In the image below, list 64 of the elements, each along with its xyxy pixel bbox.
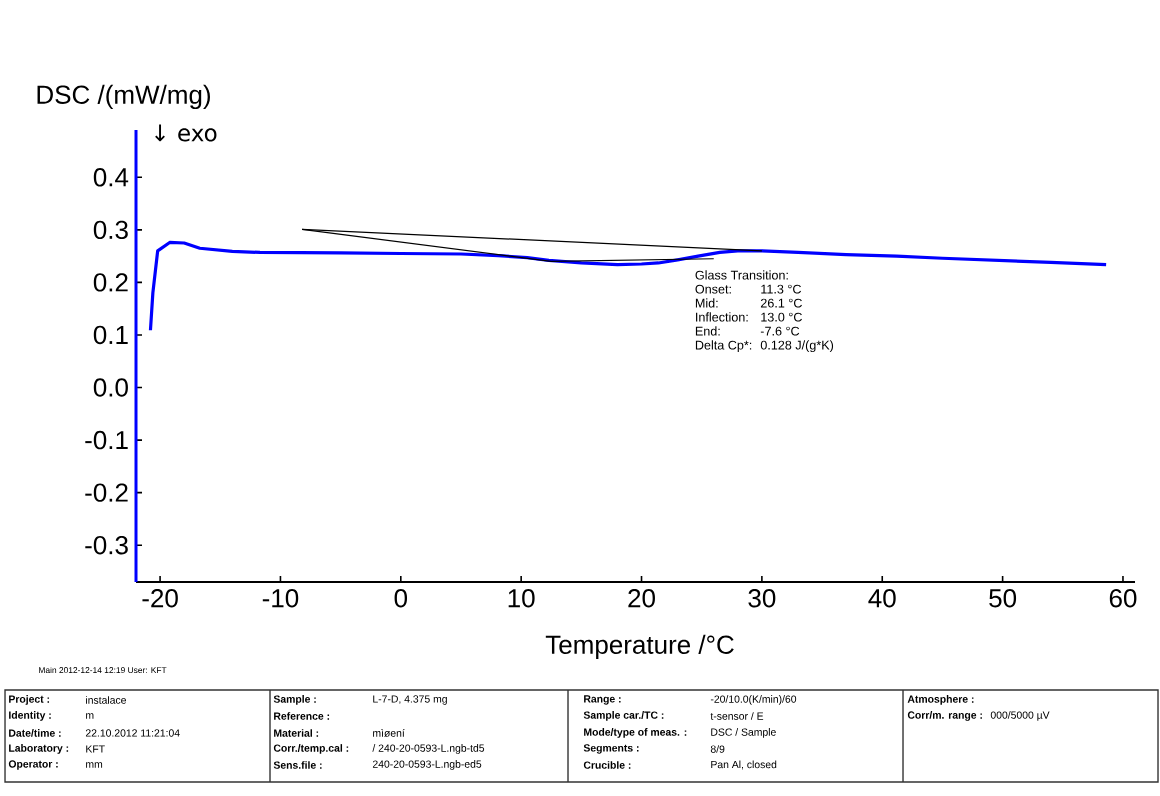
annotation: ↓ exo: [155, 124, 217, 142]
y-tick-label: 0.1: [93, 325, 128, 345]
text: Segments :: [583, 744, 639, 754]
text: Reference :: [274, 712, 330, 720]
text: 000/5000 µV: [990, 711, 1050, 721]
annotation: Onset:: [695, 284, 731, 294]
x-tick-label: -20: [142, 589, 178, 608]
y-tick-label: -0.2: [85, 483, 128, 502]
y-tick-label: 0.2: [93, 273, 128, 292]
x-tick-label: 10: [508, 589, 535, 608]
x-tick-label: 30: [748, 589, 776, 608]
x-tick-label: 40: [868, 589, 896, 608]
text: Sample car./TC :: [583, 711, 664, 721]
text: Range :: [584, 695, 621, 705]
text: Date/time :: [9, 729, 61, 737]
x-tick-label: 0: [394, 589, 408, 608]
x-axis-title: Temperature /°C: [545, 634, 734, 660]
annotation: 13.0 °C: [761, 312, 802, 322]
text: Sens.file :: [273, 761, 322, 769]
y-tick-label: -0.3: [85, 535, 128, 555]
text: / 240-20-0593-L.ngb-td5: [372, 744, 485, 754]
annotation: Mid:: [695, 298, 718, 308]
y-tick-label: -0.1: [85, 430, 128, 450]
text: Main 2012-12-14 12:19 User: KFT: [39, 666, 167, 674]
text: instalace: [86, 696, 126, 704]
annotation: -7.6 °C: [760, 326, 800, 336]
annotation: Glass Transition:: [695, 270, 788, 280]
text: Laboratory :: [9, 744, 69, 754]
text: 8/9: [710, 745, 725, 753]
text: t-sensor / E: [710, 712, 764, 720]
y-axis-title: DSC /(mW/mg): [37, 84, 210, 110]
text: KFT: [86, 745, 105, 753]
text: Atmosphere :: [907, 695, 974, 705]
text: -20/10.0(K/min)/60: [710, 695, 797, 705]
text: Material :: [274, 729, 319, 737]
text: DSC / Sample: [711, 728, 776, 738]
text: m: [86, 713, 94, 719]
annotation: 0.128 J/(g*K): [760, 340, 834, 353]
annotation: Inflection:: [696, 312, 748, 322]
text: 240-20-0593-L.ngb-ed5: [372, 760, 482, 770]
y-tick-label: 0.3: [93, 220, 128, 240]
text: Sample :: [273, 695, 316, 705]
text: Operator :: [8, 760, 58, 770]
x-tick-label: 60: [1109, 589, 1137, 608]
text: Pan Al, closed: [711, 760, 777, 770]
y-tick-label: 0.4: [93, 168, 129, 187]
text: mm: [86, 762, 103, 768]
text: Corr/m. range :: [907, 711, 982, 721]
text: 22.10.2012 11:21:04: [85, 729, 180, 737]
y-tick-label: 0.0: [93, 378, 128, 397]
text: Project :: [9, 695, 50, 705]
annotation: 26.1 °C: [760, 298, 802, 308]
text: L-7-D, 4.375 mg: [373, 695, 447, 705]
x-tick-label: 20: [628, 589, 655, 608]
text: mìøení: [373, 729, 405, 737]
text: Corr./temp.cal :: [273, 744, 349, 754]
annotation: End:: [695, 326, 720, 336]
annotation: 11.3 °C: [761, 284, 802, 294]
x-tick-label: -10: [262, 589, 299, 608]
text: Identity :: [9, 711, 51, 721]
text: Mode/type of meas. :: [584, 728, 687, 738]
x-tick-label: 50: [989, 589, 1017, 608]
annotation: Delta Cp*:: [695, 340, 752, 353]
text: Crucible :: [583, 761, 631, 769]
